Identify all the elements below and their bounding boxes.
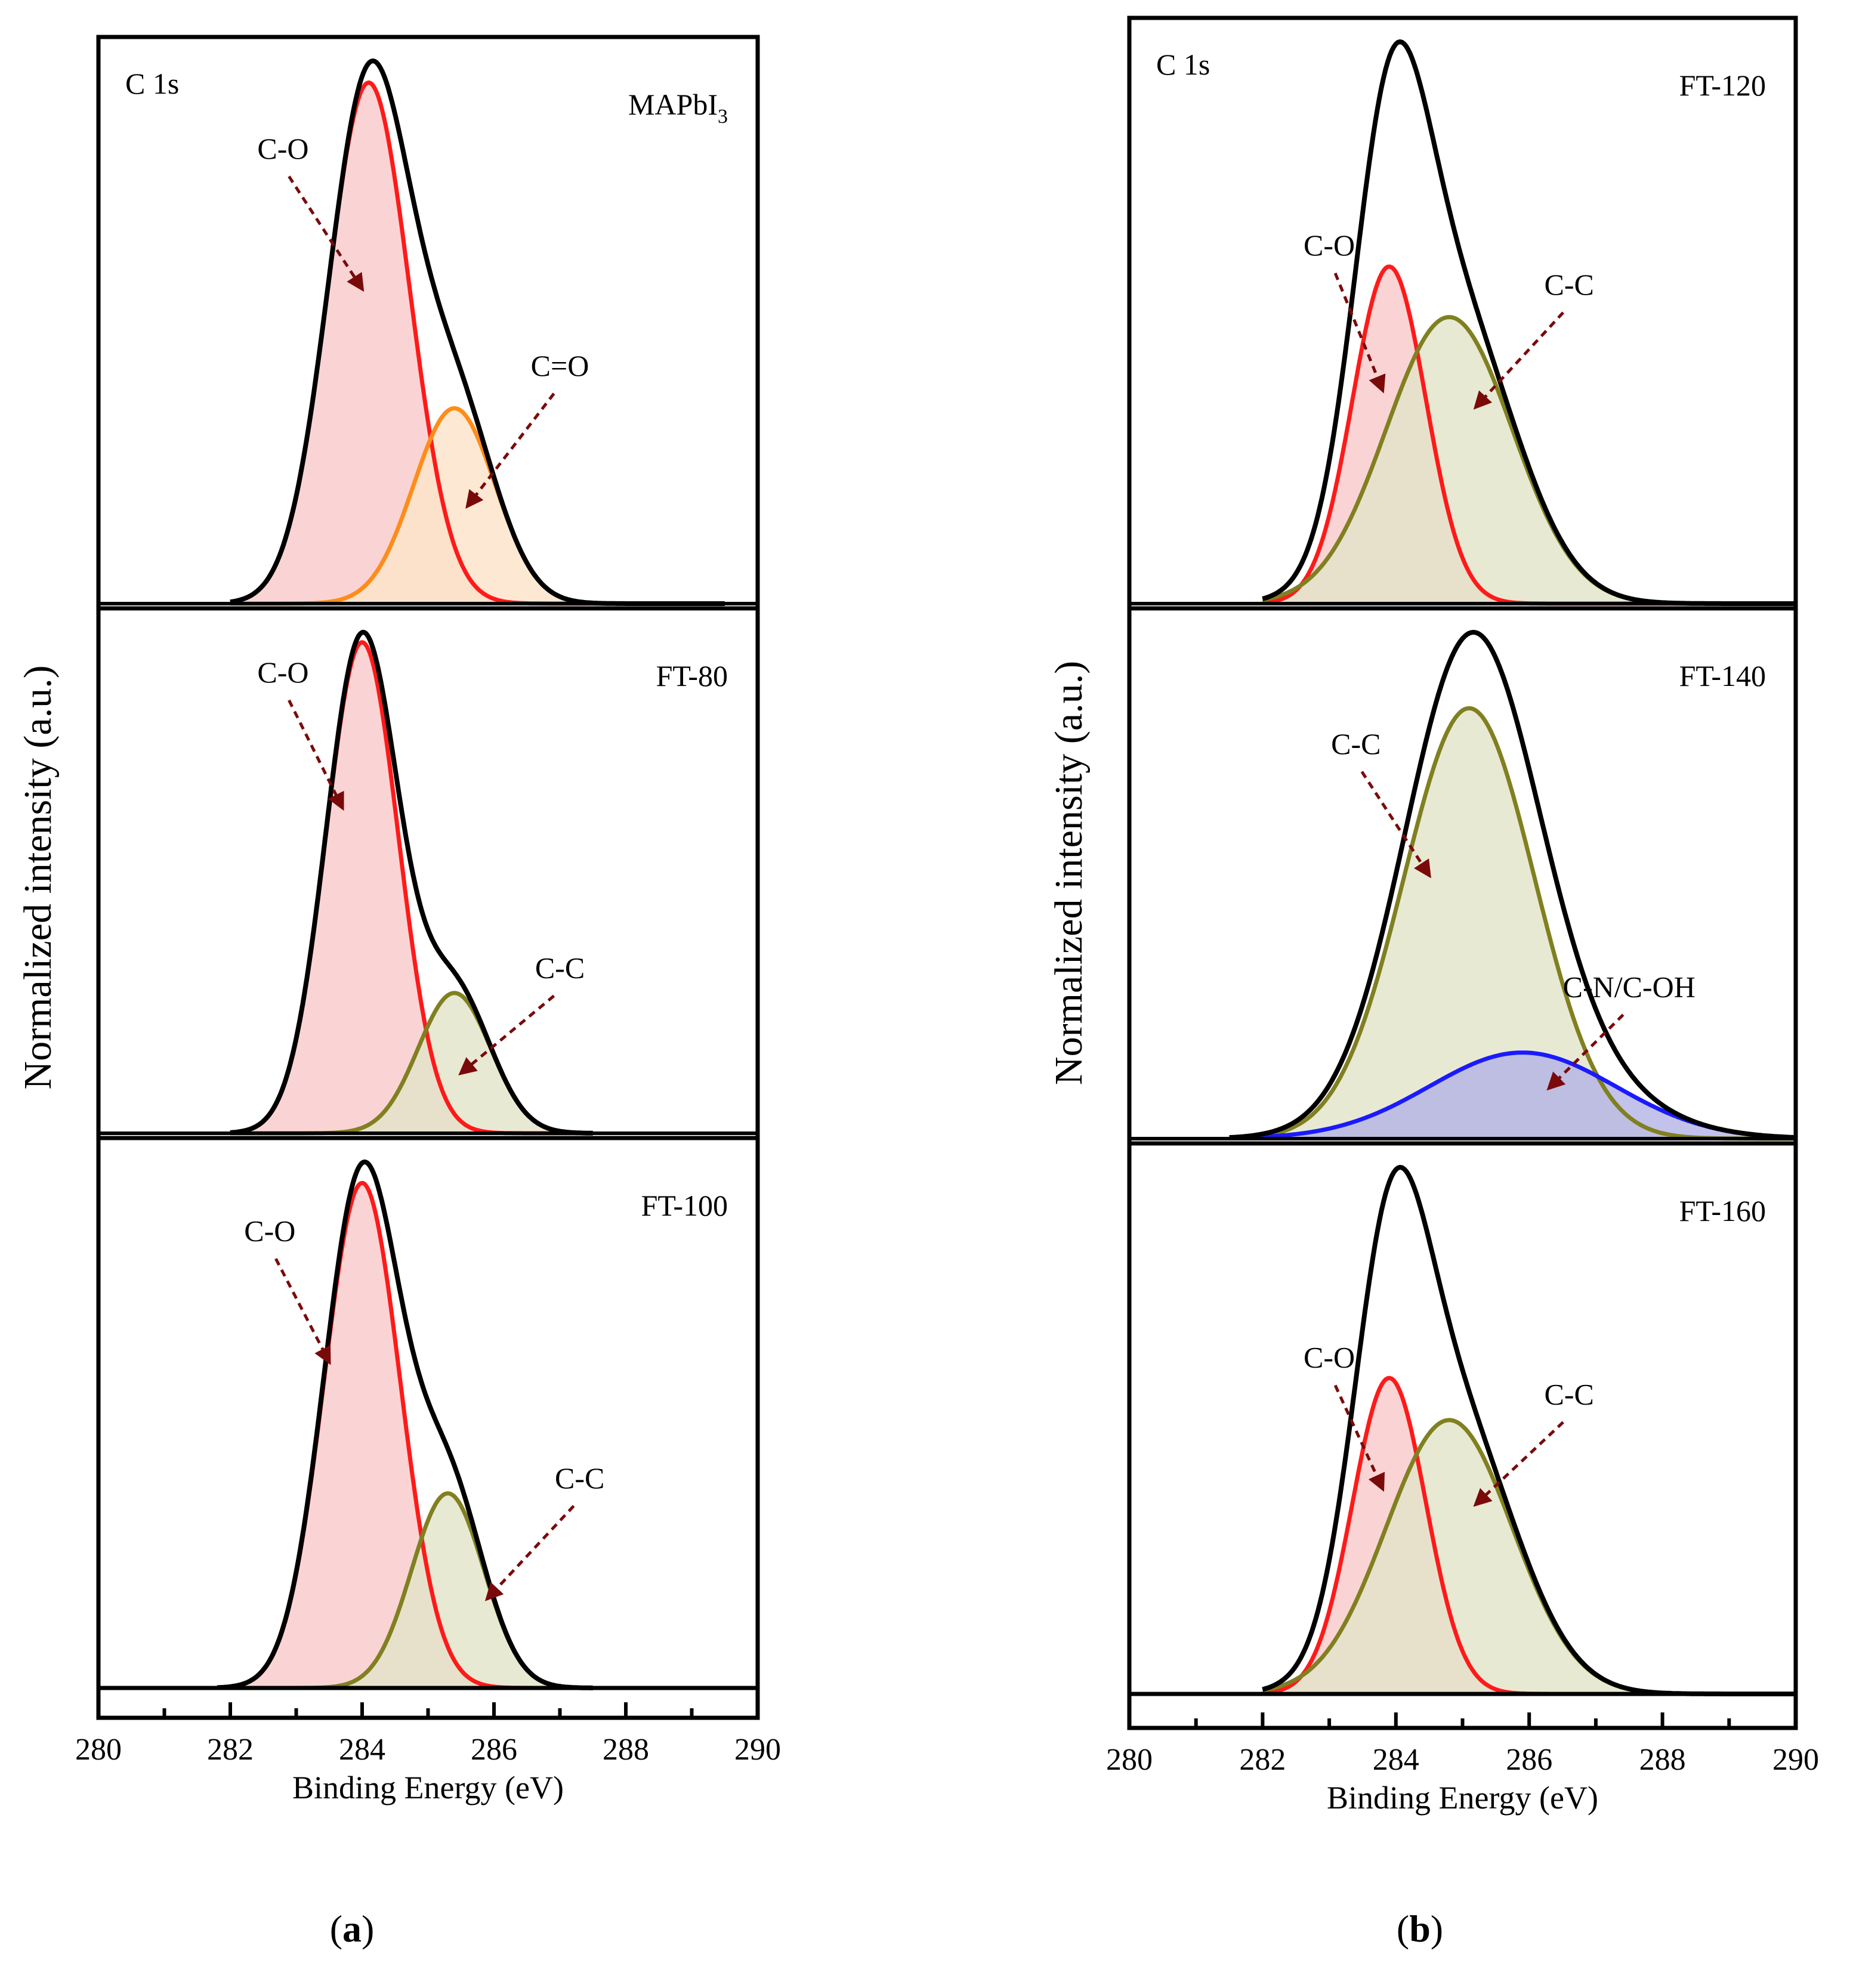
- peak-label: C-N/C-OH: [1563, 970, 1696, 1003]
- core-level-label: C 1s: [125, 67, 179, 100]
- peak-label: C-O: [257, 132, 308, 165]
- chart-panel-b: C-O C-C FT-120 C 1s C-C C-N/C-OH FT-140 C-O C-C F…: [1047, 16, 1819, 1816]
- sample-label: FT-80: [656, 659, 728, 692]
- x-tick-label: 290: [1772, 1743, 1819, 1777]
- subplot-ft-140: C-C C-N/C-OH FT-140: [1127, 606, 1798, 1146]
- sample-label: FT-120: [1679, 69, 1766, 102]
- core-level-label: C 1s: [1156, 48, 1210, 81]
- x-axis-label: Binding Energy (eV): [1327, 1780, 1598, 1816]
- panel-a-caption: (a): [330, 1907, 375, 1950]
- peak-arrow: [274, 1258, 331, 1365]
- subplot-ft-160: C-O C-C FT-160: [1127, 1141, 1798, 1696]
- peak-arrow: [288, 175, 365, 292]
- subplot-ft-100: C-O C-C FT-100: [96, 1136, 760, 1690]
- sample-label: FT-100: [641, 1189, 728, 1222]
- peak-label: C-C: [1331, 727, 1381, 760]
- component-fill-c-o: [217, 1183, 593, 1688]
- peak-arrow: [465, 392, 555, 509]
- subplot-mapbi3: C-O C=O MAPbI3 C 1s: [96, 35, 760, 611]
- envelope-line: [230, 629, 593, 1136]
- peak-arrow: [458, 994, 555, 1076]
- x-tick-label: 288: [1639, 1743, 1686, 1777]
- peak-arrow: [1333, 1384, 1385, 1492]
- peak-label: C=O: [531, 349, 589, 382]
- component-fill-c-c: [1229, 708, 1796, 1139]
- peak-label: C-O: [244, 1214, 295, 1247]
- sample-label: MAPbI3: [628, 88, 728, 128]
- x-tick-label: 286: [1506, 1743, 1552, 1777]
- component-fill-c-o: [230, 82, 725, 604]
- peak-arrow: [1473, 1421, 1564, 1507]
- peak-label: C-C: [555, 1461, 604, 1495]
- peak-arrow: [1546, 1013, 1625, 1091]
- x-tick-label: 284: [1373, 1743, 1419, 1777]
- component-fill-c-c: [1262, 317, 1796, 604]
- x-tick-label: 284: [339, 1733, 385, 1767]
- peak-arrow: [1360, 771, 1431, 879]
- x-tick-label: 290: [734, 1733, 781, 1767]
- x-tick-label: 286: [471, 1733, 517, 1767]
- subplot-ft-80: C-O C-C FT-80: [96, 606, 760, 1140]
- sample-label: FT-160: [1679, 1194, 1766, 1228]
- peak-label: C-C: [1545, 1377, 1594, 1411]
- chart-panel-a: C-O C=O MAPbI3 C 1s C-O C-C FT-80 C-O C-C FT-100 2…: [16, 35, 781, 1805]
- x-tick-label: 282: [1239, 1743, 1286, 1777]
- peak-label: C-O: [1304, 228, 1355, 262]
- sample-label: FT-140: [1679, 659, 1766, 692]
- component-fill-c-c: [217, 1493, 593, 1688]
- x-tick-label: 280: [1106, 1743, 1153, 1777]
- peak-label: C-O: [257, 656, 308, 689]
- component-fill-c-o: [230, 642, 593, 1133]
- component-fill-c-c: [1262, 1420, 1796, 1694]
- peak-arrow: [484, 1505, 575, 1601]
- y-axis-label: Normalized intensity (a.u.): [16, 665, 60, 1089]
- x-tick-label: 280: [75, 1733, 122, 1767]
- peak-label: C-O: [1304, 1341, 1355, 1374]
- x-tick-label: 288: [603, 1733, 649, 1767]
- peak-arrow: [1333, 273, 1386, 394]
- x-tick-label: 282: [207, 1733, 254, 1767]
- peak-arrow: [1473, 311, 1565, 410]
- panel-b-caption: (b): [1397, 1907, 1443, 1950]
- peak-label: C-C: [1545, 268, 1594, 301]
- y-axis-label: Normalized intensity (a.u.): [1047, 661, 1091, 1085]
- envelope-line: [217, 1159, 593, 1690]
- peak-label: C-C: [535, 951, 585, 985]
- component-fill-c-c: [230, 993, 593, 1133]
- x-axis-label: Binding Energy (eV): [292, 1770, 564, 1805]
- envelope-line: [1229, 629, 1796, 1140]
- subplot-ft-120: C-O C-C FT-120 C 1s: [1127, 16, 1798, 611]
